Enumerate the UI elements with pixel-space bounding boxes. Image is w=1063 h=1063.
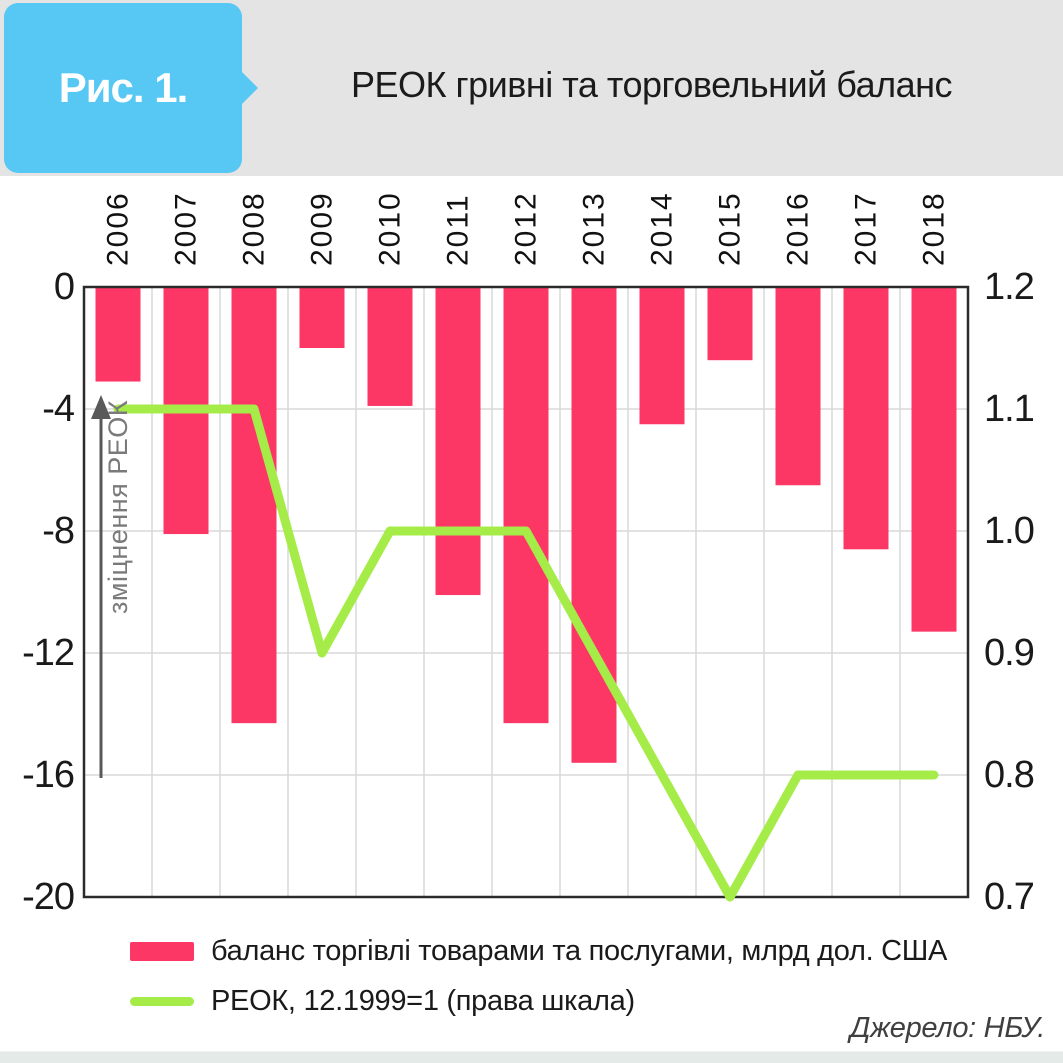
legend-label-reer: РЕОК, 12.1999=1 (права шкала) [211,985,635,1017]
right-tick-1.1: 1.1 [984,388,1034,430]
year-label-2013: 2013 [578,191,611,266]
year-label-2012: 2012 [510,191,543,266]
reer-strengthening-label: зміцнення РЕОК [103,400,133,614]
source-note: Джерело: НБУ. [849,1012,1045,1044]
legend-item-reer: РЕОК, 12.1999=1 (права шкала) [130,985,1030,1018]
year-label-2015: 2015 [714,191,747,266]
year-label-2009: 2009 [306,191,339,266]
right-tick-0.8: 0.8 [984,754,1034,796]
legend-item-balance: баланс торгівлі товарами та послугами, м… [130,935,1030,968]
figure-header: Рис. 1. РЕОК гривні та торговельний бала… [0,0,1063,176]
right-tick-0.7: 0.7 [984,876,1034,918]
bar-2014 [639,287,685,425]
year-label-2010: 2010 [374,191,407,266]
right-tick-0.9: 0.9 [984,632,1034,674]
line-series-swatch [130,997,194,1006]
bar-2009 [299,287,345,348]
bar-2006 [95,287,141,382]
arrow-head-icon [91,395,111,419]
left-tick--4: -4 [42,388,75,430]
chart-legend: баланс торгівлі товарами та послугами, м… [130,935,1030,1035]
bar-2011 [435,287,481,596]
year-label-2018: 2018 [918,191,951,266]
figure-badge: Рис. 1. [4,3,258,173]
plot-frame [82,285,970,899]
year-label-2006: 2006 [102,191,135,266]
right-tick-1.2: 1.2 [984,266,1034,308]
bar-series-swatch [130,942,194,961]
bottom-accent-strip [0,1051,1063,1063]
left-tick--16: -16 [22,754,74,796]
reer-line [113,404,939,902]
left-tick--8: -8 [42,510,74,552]
year-label-2011: 2011 [442,193,475,266]
year-label-2016: 2016 [782,191,815,266]
legend-label-balance: баланс торгівлі товарами та послугами, м… [211,935,948,967]
right-tick-1.0: 1.0 [984,510,1034,552]
bar-2016 [775,287,821,486]
chart-title: РЕОК гривні та торговельний баланс [351,64,953,105]
left-tick-0: 0 [54,266,74,308]
year-label-2008: 2008 [238,191,271,266]
year-label-2017: 2017 [850,191,883,266]
bar-2015 [707,287,753,361]
bar-2017 [843,287,889,550]
bar-2013 [571,287,617,763]
left-tick--12: -12 [22,632,74,674]
year-label-2007: 2007 [170,191,203,266]
figure-number: Рис. 1. [58,64,189,111]
year-label-2014: 2014 [646,191,679,266]
bar-2018 [911,287,957,632]
left-tick--20: -20 [22,876,74,918]
bar-2010 [367,287,413,406]
bar-2012 [503,287,549,724]
bar-2008 [231,287,277,724]
